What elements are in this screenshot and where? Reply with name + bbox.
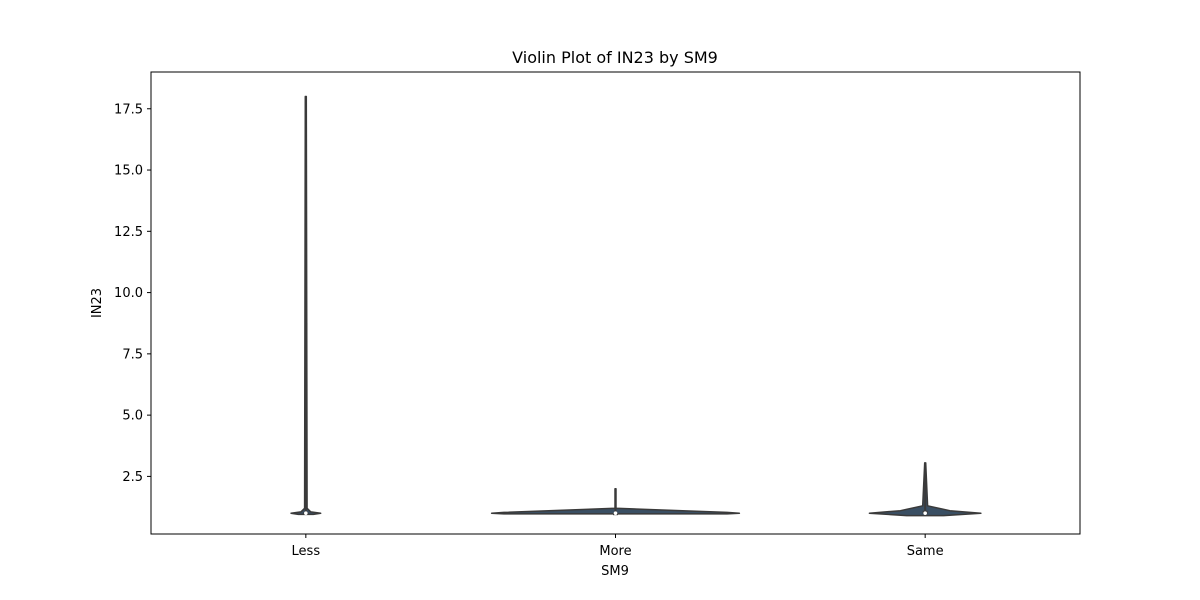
y-tick-label: 15.0 [114, 164, 143, 179]
y-axis: 2.5 5.0 7.5 10.0 12.5 15.0 17.5 [114, 102, 151, 485]
x-tick-label: Same [907, 544, 944, 559]
plot-frame [150, 71, 1081, 535]
y-tick-label: 5.0 [122, 409, 143, 424]
median-same [923, 511, 927, 515]
x-axis-label: SM9 [601, 564, 629, 579]
x-tick-label: More [599, 544, 631, 559]
median-more [613, 511, 618, 515]
chart-title: Violin Plot of IN23 by SM9 [512, 48, 718, 67]
x-tick-label: Less [292, 544, 321, 559]
y-tick-label: 12.5 [114, 225, 143, 240]
y-tick-label: 17.5 [114, 102, 143, 117]
y-tick-label: 2.5 [122, 470, 143, 485]
y-tick-label: 10.0 [114, 286, 143, 301]
plot-area [290, 95, 982, 517]
y-tick-label: 7.5 [122, 347, 143, 362]
median-less [304, 511, 308, 515]
x-axis: Less More Same [292, 534, 944, 559]
y-axis-label: IN23 [90, 288, 105, 318]
